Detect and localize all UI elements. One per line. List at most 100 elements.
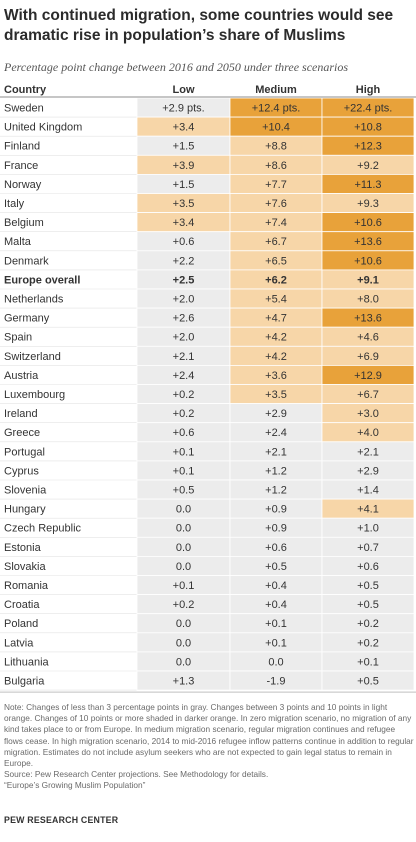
- cell-low-value: +2.9 pts.: [162, 103, 205, 115]
- country-label: Czech Republic: [4, 523, 82, 535]
- cell-low-value: +1.5: [173, 141, 195, 153]
- data-table: Country Low Medium High Sweden +2.9 pts. +12.4…: [0, 84, 416, 693]
- country-label: Bulgaria: [4, 676, 45, 688]
- cell-medium-value: +3.5: [265, 389, 287, 401]
- cell-high-value: +10.6: [354, 255, 382, 267]
- cell-medium-value: +0.5: [265, 561, 287, 573]
- cell-medium-value: +0.9: [265, 504, 287, 516]
- country-label: Hungary: [4, 504, 46, 516]
- cell-medium-value: +4.7: [265, 313, 287, 325]
- cell-medium-value: +6.5: [265, 255, 287, 267]
- cell-low-value: +3.4: [173, 217, 195, 229]
- cell-high-value: +10.8: [354, 122, 382, 134]
- cell-medium-value: +0.6: [265, 542, 287, 554]
- country-label: Norway: [4, 179, 42, 191]
- cell-high-value: +12.9: [354, 370, 382, 382]
- cell-medium-value: +0.4: [265, 580, 287, 592]
- cell-medium-value: +8.6: [265, 160, 287, 172]
- cell-high-value: +0.5: [357, 580, 379, 592]
- cell-high-value: +0.7: [357, 542, 379, 554]
- cell-high-value: +1.0: [357, 523, 379, 535]
- cell-high-value: +4.0: [357, 427, 379, 439]
- cell-low-value: +0.2: [173, 408, 195, 420]
- cell-medium-value: +10.4: [262, 122, 290, 134]
- country-label: Finland: [4, 141, 40, 153]
- cell-high-value: +22.4 pts.: [344, 103, 393, 115]
- cell-medium-value: +4.2: [265, 332, 287, 344]
- cell-low-value: +3.5: [173, 198, 195, 210]
- cell-low-value: +1.3: [173, 676, 195, 688]
- cell-low-value: +0.1: [173, 465, 195, 477]
- country-label: Ireland: [4, 408, 38, 420]
- footer-brand: PEW RESEARCH CENTER: [4, 815, 119, 825]
- cell-medium-value: +0.9: [265, 523, 287, 535]
- country-label: Denmark: [4, 255, 49, 267]
- country-label: France: [4, 160, 38, 172]
- cell-high-value: +12.3: [354, 141, 382, 153]
- note-text: Note: Changes of less than 3 percentage …: [4, 702, 414, 769]
- country-label: Malta: [4, 236, 32, 248]
- cell-medium-value: +4.2: [265, 351, 287, 363]
- cell-low-value: +0.1: [173, 446, 195, 458]
- country-label: Switzerland: [4, 351, 61, 363]
- cell-high-value: +9.1: [357, 274, 379, 286]
- cell-high-value: +13.6: [354, 236, 382, 248]
- cell-high-value: +0.5: [357, 676, 379, 688]
- cell-low-value: +3.9: [173, 160, 195, 172]
- cell-high-value: +4.6: [357, 332, 379, 344]
- cell-low-value: +0.5: [173, 485, 195, 497]
- cell-medium-value: +1.2: [265, 465, 287, 477]
- cell-high-value: +11.3: [354, 179, 381, 191]
- cell-high-value: +0.5: [357, 599, 379, 611]
- country-label: Spain: [4, 332, 32, 344]
- cell-low-value: 0.0: [176, 542, 191, 554]
- cell-low-value: +2.5: [173, 274, 195, 286]
- country-label: United Kingdom: [4, 122, 82, 134]
- cell-low-value: 0.0: [176, 504, 191, 516]
- cell-high-value: +0.1: [357, 656, 379, 668]
- cell-low-value: +2.1: [173, 351, 195, 363]
- country-label: Romania: [4, 580, 49, 592]
- cell-low-value: +3.4: [173, 122, 195, 134]
- cell-medium-value: 0.0: [268, 656, 283, 668]
- cell-high-value: +4.1: [357, 504, 379, 516]
- cell-high-value: +0.2: [357, 618, 379, 630]
- cell-low-value: +2.0: [173, 332, 195, 344]
- cell-high-value: +3.0: [357, 408, 379, 420]
- country-label: Latvia: [4, 637, 34, 649]
- cell-low-value: +0.6: [173, 427, 195, 439]
- country-label: Cyprus: [4, 465, 39, 477]
- cell-medium-value: +8.8: [265, 141, 287, 153]
- cell-medium-value: +1.2: [265, 485, 287, 497]
- cell-medium-value: +3.6: [265, 370, 287, 382]
- cell-medium-value: +6.2: [265, 274, 287, 286]
- report-title: “Europe’s Growing Muslim Population”: [4, 780, 146, 791]
- cell-low-value: 0.0: [176, 656, 191, 668]
- country-label: Sweden: [4, 103, 44, 115]
- country-label: Luxembourg: [4, 389, 65, 401]
- cell-high-value: +0.6: [357, 561, 379, 573]
- cell-low-value: +0.6: [173, 236, 195, 248]
- column-header-low: Low: [173, 84, 195, 96]
- cell-low-value: 0.0: [176, 618, 191, 630]
- cell-low-value: +2.4: [173, 370, 195, 382]
- notes: Note: Changes of less than 3 percentage …: [4, 702, 414, 792]
- country-label: Europe overall: [4, 274, 80, 286]
- cell-low-value: +0.1: [173, 580, 195, 592]
- country-label: Greece: [4, 427, 40, 439]
- cell-low-value: +2.6: [173, 313, 195, 325]
- cell-low-value: 0.0: [176, 561, 191, 573]
- cell-high-value: +9.2: [357, 160, 379, 172]
- cell-medium-value: +7.6: [265, 198, 287, 210]
- country-label: Slovenia: [4, 485, 47, 497]
- cell-low-value: 0.0: [176, 637, 191, 649]
- cell-medium-value: -1.9: [267, 676, 286, 688]
- cell-medium-value: +7.4: [265, 217, 287, 229]
- chart-subtitle: Percentage point change between 2016 and…: [4, 60, 349, 74]
- cell-high-value: +6.9: [357, 351, 379, 363]
- cell-high-shade: [321, 670, 415, 691]
- cell-low-value: +2.2: [173, 255, 195, 267]
- cell-medium-value: +6.7: [265, 236, 287, 248]
- source-text: Source: Pew Research Center projections.…: [4, 769, 269, 780]
- country-label: Estonia: [4, 542, 42, 554]
